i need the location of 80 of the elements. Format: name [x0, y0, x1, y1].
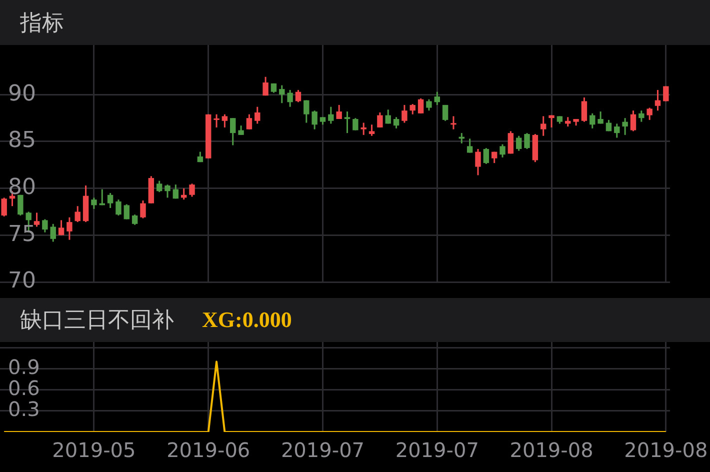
candlestick — [590, 112, 596, 130]
y-tick-label: 0.9 — [8, 354, 40, 379]
candlestick — [74, 205, 80, 223]
candlestick — [254, 106, 260, 124]
chart-title: 缺口三日不回补 — [20, 307, 174, 335]
candlestick — [630, 110, 636, 132]
candlestick — [410, 103, 416, 116]
y-tick-label: 70 — [8, 268, 36, 294]
candlestick — [304, 100, 310, 124]
candlestick — [156, 180, 162, 193]
candlestick — [654, 89, 661, 112]
candlestick — [598, 110, 604, 124]
candlestick — [450, 115, 456, 130]
x-tick-label: 2019-08 — [624, 438, 708, 462]
x-tick-label: 2019-06 — [166, 438, 250, 462]
text: XG:0.000 — [202, 307, 292, 333]
candlestick — [434, 91, 440, 106]
candlestick — [638, 110, 644, 123]
candlestick — [646, 107, 652, 121]
x-tick-label: 2019-07 — [395, 438, 479, 462]
x-tick-label: 2019-07 — [280, 438, 365, 462]
candlestick — [442, 104, 448, 122]
candlestick — [328, 106, 334, 124]
candlestick — [475, 148, 481, 176]
y-tick-label: 75 — [8, 222, 36, 247]
candlestick — [1, 196, 7, 218]
candlestick — [483, 147, 490, 165]
candlestick — [663, 85, 669, 102]
candlestick — [402, 104, 408, 124]
candlestick — [344, 110, 350, 134]
candlestick — [352, 117, 358, 131]
candlestick — [246, 114, 252, 130]
candlestick — [418, 98, 424, 114]
candlestick — [508, 130, 514, 154]
candlestick — [426, 98, 432, 112]
chart-title: 指标 — [20, 10, 64, 38]
candlestick — [124, 204, 130, 220]
candlestick — [524, 132, 530, 150]
candlestick — [189, 182, 195, 198]
candlestick — [42, 218, 48, 234]
candlestick — [614, 122, 620, 138]
candlestick — [107, 192, 114, 209]
candlestick — [312, 110, 318, 130]
candlestick — [516, 135, 522, 152]
candlestick — [279, 84, 285, 104]
candlestick — [66, 216, 72, 241]
candlestick — [222, 114, 228, 128]
x-tick-label: 2019-08 — [510, 438, 594, 462]
candlestick — [393, 116, 400, 130]
candlestick — [466, 138, 473, 154]
candlestick — [140, 200, 146, 220]
candlestick — [164, 184, 170, 198]
candlestick — [540, 115, 546, 137]
candlestick — [58, 219, 64, 236]
candlestick — [18, 194, 24, 216]
candlestick — [581, 96, 588, 123]
candlestick — [132, 214, 138, 226]
candlestick — [368, 124, 375, 137]
candlestick — [548, 114, 554, 128]
candlestick — [172, 184, 179, 200]
candlestick — [262, 76, 268, 96]
candlestick — [34, 212, 40, 228]
y-tick-label: 90 — [8, 81, 36, 106]
candlestick — [385, 108, 391, 124]
candlestick — [295, 89, 302, 103]
candlestick — [377, 112, 383, 128]
y-tick-label: 80 — [8, 175, 36, 200]
candlestick — [287, 89, 293, 108]
candlestick — [622, 117, 628, 136]
candlestick — [238, 124, 244, 136]
candlestick — [116, 198, 122, 216]
x-tick-label: 2019-05 — [52, 438, 136, 462]
candlestick — [91, 196, 97, 210]
y-tick-label: 85 — [8, 128, 36, 154]
candlestick — [500, 144, 506, 158]
candlestick — [50, 223, 56, 242]
candlestick — [214, 114, 220, 128]
candlestick — [336, 104, 342, 120]
candlestick — [360, 122, 366, 136]
candlestick — [230, 117, 236, 146]
